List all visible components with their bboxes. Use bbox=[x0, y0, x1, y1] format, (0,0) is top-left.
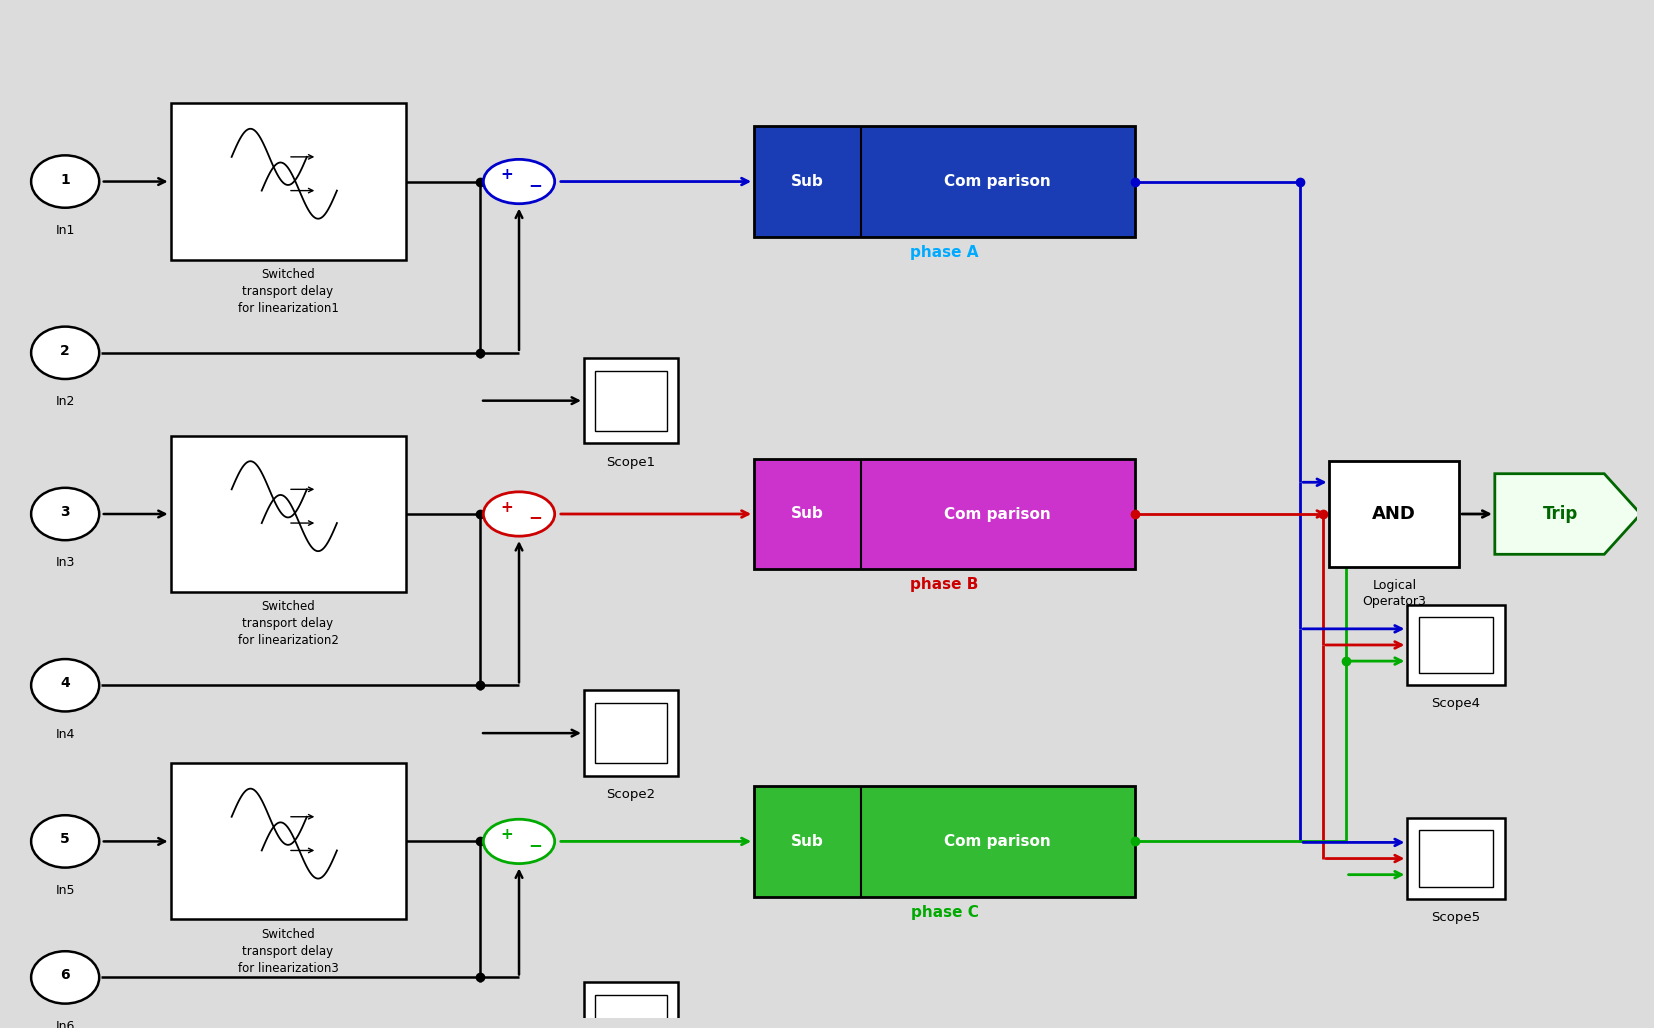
Text: phase A: phase A bbox=[910, 245, 979, 260]
Ellipse shape bbox=[31, 155, 99, 208]
Text: Sub: Sub bbox=[791, 507, 824, 521]
Ellipse shape bbox=[31, 951, 99, 1003]
Text: Scope5: Scope5 bbox=[1431, 911, 1480, 924]
Text: +: + bbox=[500, 168, 513, 182]
Bar bbox=[584, 358, 678, 443]
Text: Scope1: Scope1 bbox=[607, 455, 655, 469]
Text: In4: In4 bbox=[56, 728, 74, 740]
Bar bbox=[1330, 462, 1459, 566]
Text: In5: In5 bbox=[56, 884, 74, 896]
Polygon shape bbox=[1495, 474, 1641, 554]
Bar bbox=[595, 703, 667, 763]
Text: Scope2: Scope2 bbox=[607, 788, 655, 801]
Text: Switched
transport delay
for linearization3: Switched transport delay for linearizati… bbox=[238, 927, 339, 975]
Text: In3: In3 bbox=[56, 556, 74, 570]
Text: −: − bbox=[528, 836, 543, 853]
Text: Logical
Operator3: Logical Operator3 bbox=[1363, 579, 1426, 608]
Bar bbox=[1408, 818, 1505, 898]
Bar bbox=[584, 983, 678, 1028]
Text: 5: 5 bbox=[60, 833, 69, 846]
Text: +: + bbox=[500, 500, 513, 515]
Bar bbox=[754, 786, 1135, 896]
Bar bbox=[595, 371, 667, 431]
Bar bbox=[584, 691, 678, 776]
Text: Scope4: Scope4 bbox=[1431, 697, 1480, 710]
Text: Trip: Trip bbox=[1543, 505, 1578, 523]
Text: Sub: Sub bbox=[791, 834, 824, 849]
Circle shape bbox=[483, 159, 554, 204]
Bar bbox=[170, 104, 405, 260]
Text: Com parison: Com parison bbox=[944, 834, 1052, 849]
Text: +: + bbox=[500, 828, 513, 842]
Circle shape bbox=[483, 819, 554, 864]
Text: Com parison: Com parison bbox=[944, 174, 1052, 189]
Bar bbox=[1408, 604, 1505, 686]
Ellipse shape bbox=[31, 659, 99, 711]
Bar bbox=[170, 436, 405, 592]
Circle shape bbox=[483, 491, 554, 537]
Text: Switched
transport delay
for linearization1: Switched transport delay for linearizati… bbox=[238, 267, 339, 315]
Bar bbox=[1419, 831, 1494, 887]
Ellipse shape bbox=[31, 815, 99, 868]
Bar bbox=[754, 458, 1135, 570]
Text: 2: 2 bbox=[60, 343, 69, 358]
Bar bbox=[1419, 617, 1494, 673]
Text: phase B: phase B bbox=[910, 578, 979, 592]
Ellipse shape bbox=[31, 488, 99, 540]
Ellipse shape bbox=[31, 327, 99, 379]
Text: Switched
transport delay
for linearization2: Switched transport delay for linearizati… bbox=[238, 600, 339, 648]
Bar bbox=[754, 126, 1135, 237]
Text: 6: 6 bbox=[60, 968, 69, 983]
Text: Com parison: Com parison bbox=[944, 507, 1052, 521]
Text: AND: AND bbox=[1373, 505, 1416, 523]
Text: phase C: phase C bbox=[911, 905, 979, 920]
Text: Sub: Sub bbox=[791, 174, 824, 189]
Text: 3: 3 bbox=[60, 505, 69, 519]
Text: 1: 1 bbox=[60, 173, 69, 186]
Bar bbox=[170, 764, 405, 919]
Bar bbox=[595, 995, 667, 1028]
Text: In1: In1 bbox=[56, 224, 74, 236]
Text: In2: In2 bbox=[56, 395, 74, 408]
Text: −: − bbox=[528, 508, 543, 526]
Text: 4: 4 bbox=[60, 676, 69, 690]
Text: In6: In6 bbox=[56, 1020, 74, 1028]
Text: −: − bbox=[528, 176, 543, 194]
